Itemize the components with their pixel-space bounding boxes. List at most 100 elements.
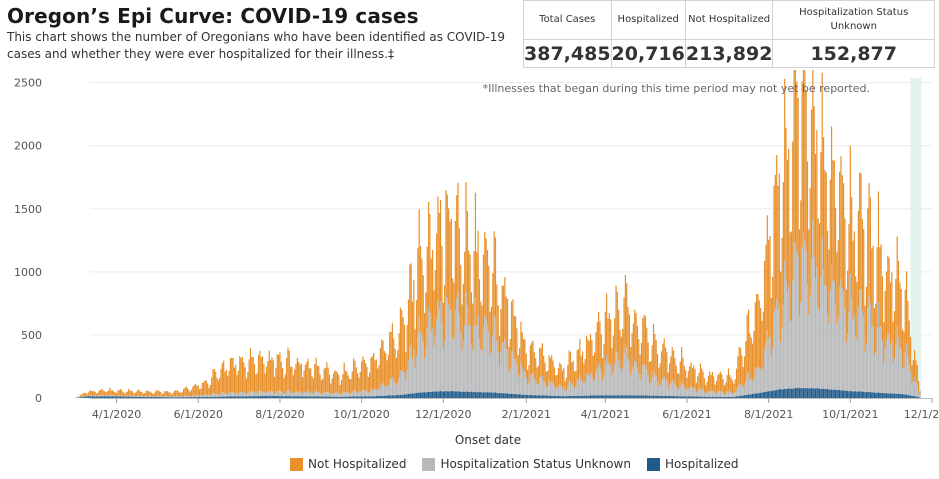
bar-not-hospitalized: [132, 391, 134, 396]
bar-unknown: [513, 358, 515, 395]
bar-hospitalized: [691, 396, 693, 398]
bar-hospitalized: [283, 396, 285, 398]
bar-not-hospitalized: [188, 389, 190, 397]
bar-unknown: [146, 395, 148, 397]
bar-hospitalized: [735, 396, 738, 398]
bar-hospitalized: [612, 395, 614, 398]
x-tick-label: 10/1/2020: [333, 408, 389, 421]
bar-not-hospitalized: [161, 393, 163, 397]
bar-not-hospitalized: [828, 249, 830, 323]
bar-not-hospitalized: [699, 363, 701, 388]
bar-hospitalized: [576, 395, 578, 398]
bar-not-hospitalized: [212, 369, 214, 394]
bar-not-hospitalized: [302, 377, 304, 394]
bar-unknown: [97, 395, 99, 397]
bar-unknown: [284, 393, 286, 397]
bar-hospitalized: [630, 395, 632, 398]
bar-unknown: [602, 380, 604, 396]
bar-unknown: [604, 362, 606, 396]
bar-not-hospitalized: [651, 345, 653, 378]
bar-hospitalized: [901, 394, 904, 398]
bar-unknown: [136, 396, 138, 397]
bar-not-hospitalized: [817, 218, 819, 309]
bar-not-hospitalized: [165, 391, 167, 397]
bar-not-hospitalized: [397, 350, 399, 383]
bar-hospitalized: [205, 396, 207, 398]
bar-hospitalized: [796, 387, 798, 398]
bar-unknown: [848, 311, 850, 392]
bar-unknown: [845, 342, 847, 391]
bar-hospitalized: [593, 395, 596, 398]
bar-hospitalized: [690, 396, 692, 398]
bar-unknown: [426, 328, 428, 393]
legend-item-hospitalized[interactable]: Hospitalized: [646, 457, 739, 471]
bar-not-hospitalized: [299, 364, 301, 393]
bar-unknown: [529, 374, 531, 395]
bar-not-hospitalized: [719, 371, 722, 391]
bar-not-hospitalized: [780, 271, 782, 343]
bar-unknown: [652, 369, 655, 396]
legend-item-not-hospitalized[interactable]: Not Hospitalized: [290, 457, 406, 471]
bar-hospitalized: [430, 392, 432, 398]
bar-hospitalized: [875, 392, 877, 398]
bar-not-hospitalized: [738, 346, 740, 384]
bar-hospitalized: [897, 393, 900, 398]
bar-unknown: [490, 351, 493, 393]
bar-not-hospitalized: [672, 350, 675, 382]
bar-not-hospitalized: [387, 354, 389, 386]
bar-unknown: [450, 309, 452, 391]
bar-not-hospitalized: [223, 360, 225, 393]
bar-not-hospitalized: [876, 247, 878, 328]
bar-not-hospitalized: [915, 360, 917, 382]
bar-unknown: [387, 385, 389, 396]
bar-unknown: [180, 396, 182, 398]
bar-not-hospitalized: [418, 209, 420, 317]
bar-hospitalized: [884, 392, 886, 398]
bar-unknown: [847, 333, 849, 391]
bar-hospitalized: [753, 393, 755, 398]
bar-unknown: [248, 391, 250, 397]
bar-hospitalized: [415, 392, 418, 398]
bar-unknown: [354, 390, 356, 397]
bar-hospitalized: [547, 395, 549, 398]
bar-not-hospitalized: [559, 362, 561, 385]
bar-not-hospitalized: [762, 311, 764, 368]
bar-not-hospitalized: [718, 373, 720, 392]
bar-not-hospitalized: [504, 276, 506, 339]
bar-unknown: [746, 373, 748, 395]
bar-hospitalized: [216, 396, 218, 398]
bar-not-hospitalized: [683, 365, 685, 387]
bar-unknown: [276, 390, 278, 397]
bar-hospitalized: [248, 396, 250, 398]
bar-unknown: [90, 395, 92, 397]
bar-unknown: [790, 320, 793, 389]
bar-hospitalized: [393, 395, 395, 398]
bar-hospitalized: [113, 396, 115, 398]
bar-hospitalized: [805, 387, 807, 398]
kpi-value-total: 387,485: [523, 39, 612, 68]
bar-hospitalized: [101, 396, 103, 398]
bar-not-hospitalized: [430, 258, 432, 333]
bar-unknown: [144, 396, 146, 397]
bar-hospitalized: [450, 390, 452, 398]
bar-hospitalized: [871, 392, 873, 398]
bar-not-hospitalized: [701, 368, 703, 389]
bar-unknown: [798, 316, 801, 389]
bar-unknown: [527, 384, 529, 396]
bar-not-hospitalized: [513, 315, 515, 359]
bar-hospitalized: [703, 396, 705, 398]
bar-not-hospitalized: [335, 371, 337, 393]
bar-hospitalized: [757, 393, 759, 398]
bar-unknown: [687, 388, 689, 397]
kpi-label-hospitalized: Hospitalized: [610, 0, 686, 40]
bar-unknown: [105, 395, 107, 397]
bar-hospitalized: [255, 396, 257, 398]
bar-unknown: [208, 395, 210, 397]
bar-hospitalized: [232, 396, 234, 398]
legend-item-unknown[interactable]: Hospitalization Status Unknown: [422, 457, 631, 471]
bar-not-hospitalized: [746, 314, 748, 374]
bar-hospitalized: [797, 387, 799, 398]
bar-unknown: [249, 390, 252, 397]
bar-not-hospitalized: [107, 390, 110, 396]
bar-hospitalized: [251, 396, 253, 398]
